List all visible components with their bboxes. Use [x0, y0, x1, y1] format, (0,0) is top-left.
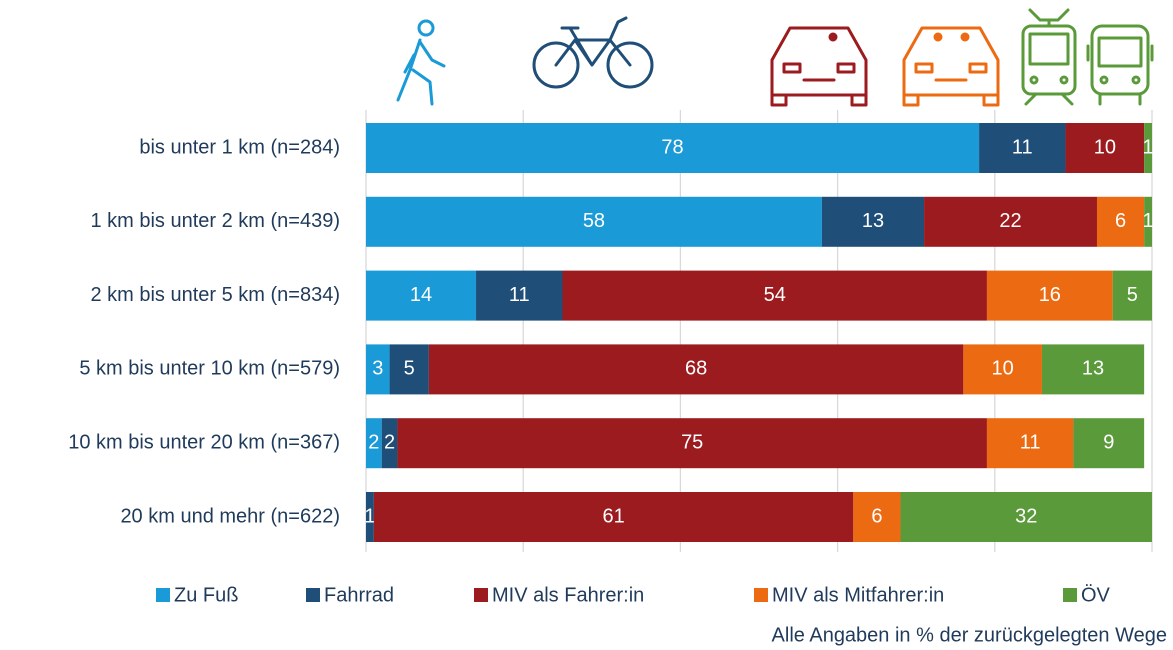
value-label: 9 [1103, 431, 1114, 453]
tram-icon [1021, 8, 1077, 106]
value-label: 11 [1020, 431, 1041, 453]
bar-segment [366, 492, 374, 542]
value-label: 58 [583, 210, 605, 232]
legend-label: ÖV [1081, 584, 1111, 606]
bar-segment [979, 123, 1066, 173]
bar-segment [986, 270, 1113, 321]
legend-label: Zu Fuß [174, 584, 238, 606]
value-label: 11 [1012, 136, 1033, 158]
car-passenger-icon [902, 26, 1000, 107]
value-label: 61 [602, 505, 624, 527]
legend-swatch [754, 588, 768, 602]
value-label: 1 [1143, 210, 1154, 232]
icons [396, 8, 1154, 107]
category-label: 1 km bis unter 2 km (n=439) [90, 210, 340, 232]
bike-icon [532, 16, 654, 89]
legend-label: MIV als Mitfahrer:in [772, 584, 944, 606]
value-label: 6 [871, 505, 882, 527]
value-label: 5 [404, 358, 415, 380]
bar-segment [924, 196, 1097, 247]
bar-segment [1073, 418, 1145, 469]
bar-segment [397, 418, 987, 469]
bar-segment [821, 196, 925, 247]
legend-swatch [306, 588, 320, 602]
value-label: 54 [764, 284, 786, 306]
bar-segment [1065, 123, 1145, 173]
bar-segment [1041, 344, 1145, 395]
walk-icon [396, 19, 446, 106]
value-label: 5 [1127, 284, 1138, 306]
bar-segment [1096, 196, 1145, 247]
bar-segment [366, 344, 390, 395]
legend-swatch [1063, 588, 1077, 602]
bar-segment [476, 270, 563, 321]
bar-segment [366, 418, 382, 469]
category-label: 2 km bis unter 5 km (n=834) [90, 284, 340, 306]
value-label: 6 [1115, 210, 1126, 232]
value-label: 1 [364, 505, 375, 527]
value-label: 13 [1082, 358, 1104, 380]
category-label: 10 km bis unter 20 km (n=367) [68, 431, 340, 453]
bar-segment [373, 492, 854, 542]
value-label: 22 [999, 210, 1021, 232]
legend-label: MIV als Fahrer:in [492, 584, 644, 606]
value-label: 75 [681, 431, 703, 453]
value-label: 10 [992, 358, 1014, 380]
value-label: 16 [1039, 284, 1061, 306]
value-label: 32 [1015, 505, 1037, 527]
value-label: 1 [1143, 136, 1154, 158]
value-label: 78 [661, 136, 683, 158]
value-label: 2 [368, 431, 379, 453]
category-label: 20 km und mehr (n=622) [120, 505, 340, 527]
bar-segment [900, 492, 1152, 542]
value-label: 2 [384, 431, 395, 453]
value-label: 10 [1094, 136, 1116, 158]
bus-icon [1086, 24, 1154, 106]
note: Alle Angaben in % der zurückgelegten Weg… [772, 624, 1167, 646]
bar-segment [853, 492, 901, 542]
bar-segment [1144, 196, 1152, 247]
bar-segment [366, 123, 980, 173]
value-label: 13 [862, 210, 884, 232]
value-label: 68 [685, 358, 707, 380]
value-label: 3 [372, 358, 383, 380]
bar-segment [381, 418, 398, 469]
bar-segment [562, 270, 987, 321]
bar-segment [366, 270, 477, 321]
bar-segment [428, 344, 964, 395]
legend-swatch [474, 588, 488, 602]
bar-segment [1112, 270, 1152, 321]
category-label: bis unter 1 km (n=284) [139, 136, 340, 158]
value-label: 14 [410, 284, 432, 306]
car-driver-icon [770, 26, 868, 107]
legend-label: Fahrrad [324, 584, 394, 606]
category-label: 5 km bis unter 10 km (n=579) [79, 358, 340, 380]
bar-segment [366, 196, 822, 247]
bar-segment [963, 344, 1042, 395]
legend-swatch [156, 588, 170, 602]
value-label: 11 [509, 284, 530, 306]
bar-segment [389, 344, 429, 395]
bar-segment [986, 418, 1074, 469]
bar-segment [1144, 123, 1152, 173]
